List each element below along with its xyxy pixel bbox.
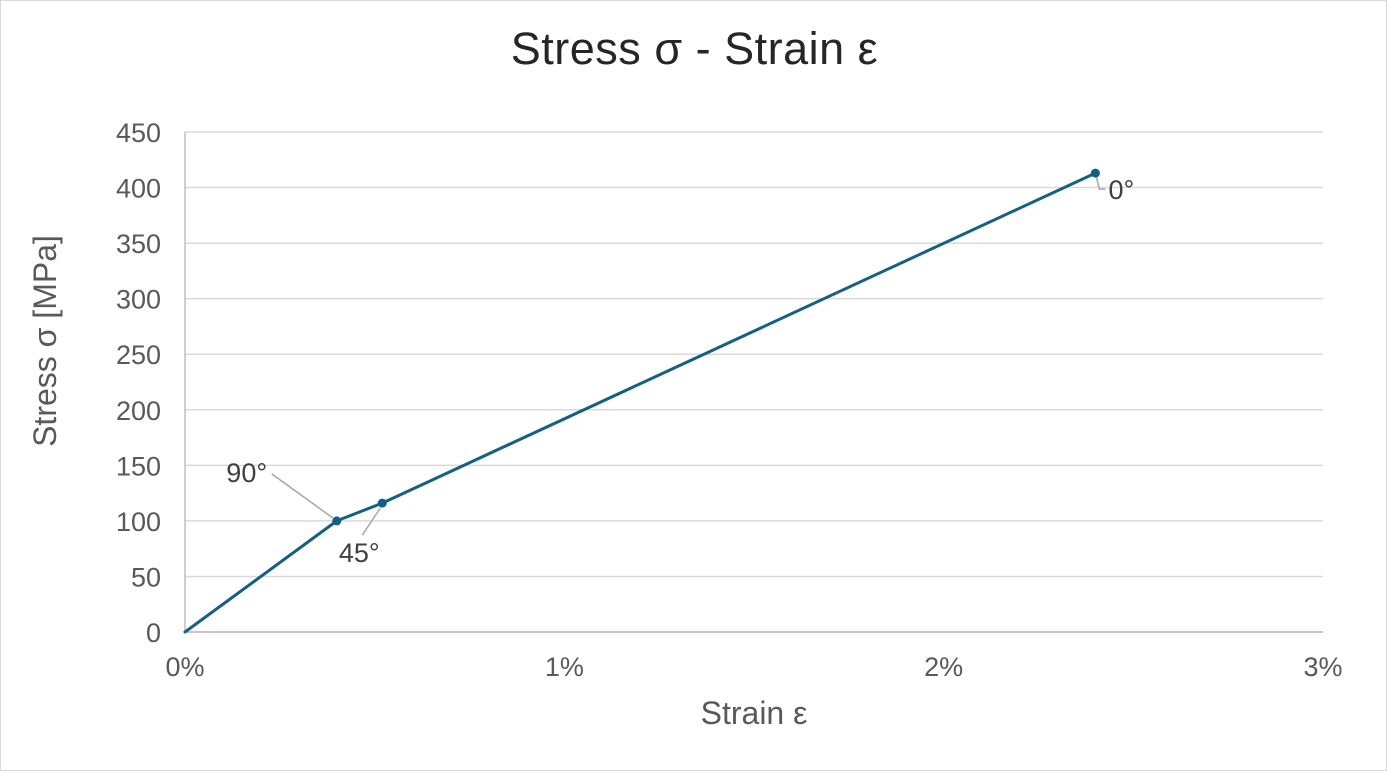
x-tick-label: 3% [1303, 652, 1342, 682]
y-tick-label: 300 [116, 285, 161, 315]
y-tick-label: 0 [146, 618, 161, 648]
data-label-leader-line [1095, 176, 1106, 190]
data-point-label: 90° [226, 458, 267, 488]
data-point-marker [332, 516, 342, 526]
y-tick-label: 200 [116, 396, 161, 426]
y-tick-label: 100 [116, 507, 161, 537]
data-point-marker [377, 498, 387, 508]
data-label-leader-line [361, 507, 381, 536]
chart-title: Stress σ - Strain ε [510, 23, 879, 74]
x-tick-label: 0% [165, 652, 204, 682]
data-label-leader-line [271, 473, 334, 519]
x-axis-title: Strain ε [700, 695, 808, 731]
data-point-marker [1090, 168, 1100, 178]
x-tick-label: 1% [545, 652, 584, 682]
x-tick-label: 2% [924, 652, 963, 682]
y-tick-label: 450 [116, 118, 161, 148]
data-point-label: 45° [339, 538, 380, 568]
y-tick-label: 400 [116, 174, 161, 204]
y-tick-label: 150 [116, 451, 161, 481]
series-line [183, 171, 1097, 634]
data-point-label: 0° [1108, 175, 1134, 205]
y-tick-label: 350 [116, 229, 161, 259]
y-tick-label: 50 [131, 562, 161, 592]
y-tick-label: 250 [116, 340, 161, 370]
